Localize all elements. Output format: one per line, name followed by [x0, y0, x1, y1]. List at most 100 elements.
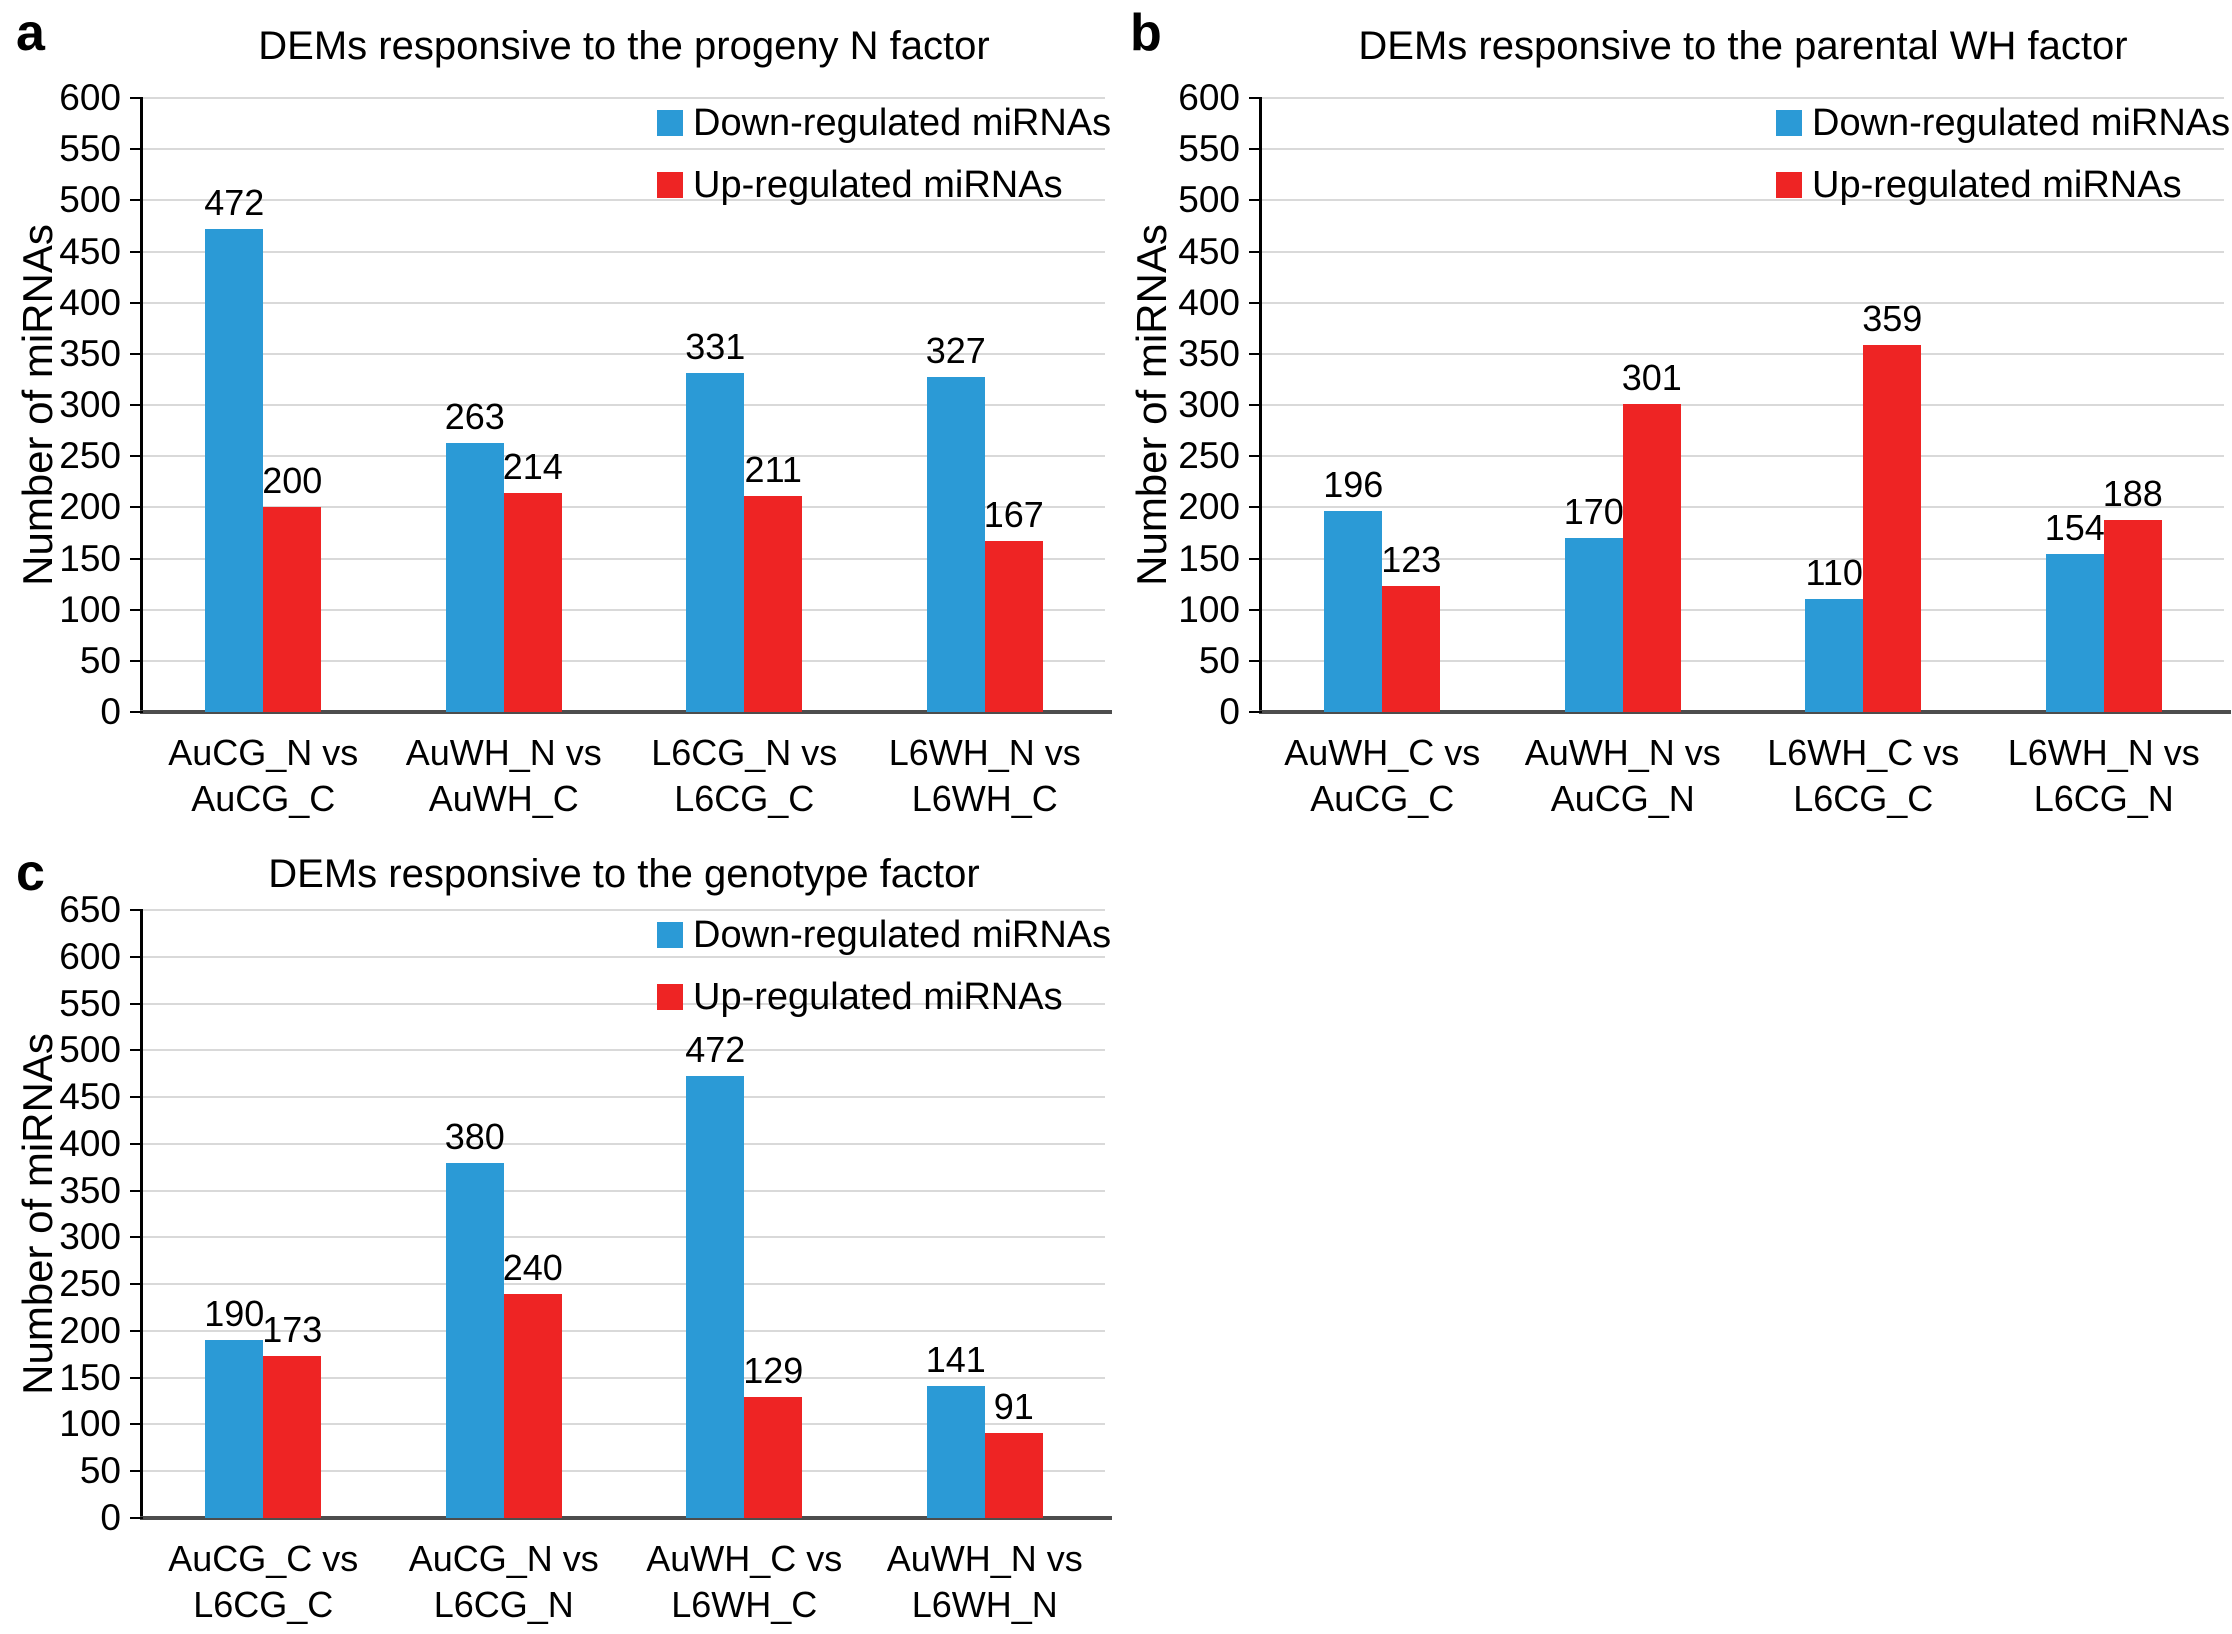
y-axis-tick: [130, 711, 143, 713]
gridline: [1262, 301, 2224, 304]
y-axis-tick: [130, 1142, 143, 1145]
panel-b: b DEMs responsive to the parental WH fac…: [1122, 6, 2232, 842]
gridline: [1262, 659, 2224, 662]
gridline: [143, 1283, 1105, 1286]
bar-up-regulated: [263, 507, 322, 712]
x-category-label: AuCG_N vs L6CG_N: [408, 1538, 599, 1625]
y-axis-tick: [130, 1096, 143, 1099]
gridline: [1262, 404, 2224, 406]
y-tick-label: 100: [1178, 588, 1240, 630]
gridline: [143, 1470, 1105, 1473]
y-axis-line: [1259, 98, 1262, 714]
x-category-label: AuWH_N vs L6WH_N: [886, 1538, 1083, 1625]
y-tick-label: 0: [100, 1497, 121, 1538]
y-axis-label: Number of miRNAs: [14, 1033, 61, 1395]
y-tick-label: 400: [59, 1122, 121, 1164]
chart-title-b: DEMs responsive to the parental WH facto…: [1358, 24, 2128, 68]
chart-title-c: DEMs responsive to the genotype factor: [268, 852, 980, 896]
y-axis-tick: [130, 1283, 143, 1286]
x-axis-line: [140, 1516, 1112, 1520]
gridline: [143, 1002, 1105, 1005]
x-category-label: AuCG_C vs L6CG_C: [168, 1538, 359, 1625]
panel-a: a DEMs responsive to the progeny N facto…: [8, 6, 1120, 842]
gridline: [143, 659, 1105, 662]
legend-swatch-down-icon: [657, 110, 683, 136]
x-category-label: L6WH_C vs L6CG_C: [1767, 732, 1960, 819]
bar-value-label: 110: [1805, 552, 1863, 594]
y-axis-tick: [1249, 199, 1262, 202]
bar-value-label: 240: [502, 1246, 563, 1288]
plot-area: 472 200 263 214 331 211 327 167 Down-regulated m…: [140, 97, 1112, 714]
gridline: [143, 97, 1105, 99]
y-tick-label: 500: [1178, 179, 1240, 221]
gridline: [143, 1049, 1105, 1052]
x-axis-line: [140, 710, 1112, 714]
bar-down-regulated: [445, 1162, 504, 1518]
legend-label: Down-regulated miRNAs: [1812, 102, 2231, 144]
gridline: [143, 352, 1105, 355]
y-tick-label: 150: [59, 1356, 121, 1398]
legend-swatch-up-icon: [657, 172, 683, 198]
y-tick-label: 150: [1178, 537, 1240, 579]
gridline: [143, 1142, 1105, 1145]
y-axis-tick: [130, 148, 143, 151]
y-tick-label: 250: [59, 1263, 121, 1305]
y-axis-tick: [130, 1236, 143, 1239]
bar-value-label: 472: [685, 1029, 746, 1071]
bar-value-label: 154: [2044, 507, 2105, 549]
gridline: [143, 301, 1105, 304]
legend-label: Down-regulated miRNAs: [693, 914, 1112, 956]
gridline: [143, 909, 1105, 911]
bar-value-label: 200: [262, 460, 323, 502]
bar-down-regulated: [1324, 511, 1383, 712]
y-axis-tick: [130, 404, 143, 406]
y-tick-label: 350: [59, 1169, 121, 1211]
panel-letter-c: c: [16, 844, 45, 902]
x-category-label: AuCG_N vs AuCG_C: [168, 732, 359, 819]
y-axis-tick: [130, 199, 143, 202]
bar-up-regulated: [503, 493, 562, 712]
bar-value-label: 190: [204, 1293, 265, 1335]
y-axis-tick: [1249, 301, 1262, 304]
y-tick-label: 0: [100, 691, 121, 732]
y-tick-label: 50: [1198, 639, 1240, 681]
bar-value-label: 214: [502, 446, 563, 487]
legend-item: Up-regulated miRNAs: [1776, 165, 2230, 205]
y-axis-tick: [130, 557, 143, 560]
y-tick-label: 500: [59, 179, 121, 221]
y-tick-label: 200: [59, 1309, 121, 1351]
y-tick-label: 0: [1219, 691, 1240, 732]
bar-value-label: 211: [744, 449, 802, 491]
gridline: [1262, 148, 2224, 151]
y-axis-tick: [130, 1049, 143, 1052]
bar-value-label: 380: [444, 1115, 505, 1157]
bar-value-label: 196: [1323, 464, 1384, 506]
x-category-label: AuWH_N vs AuWH_C: [405, 732, 602, 819]
bar-up-regulated: [1863, 344, 1922, 712]
bar-value-label: 141: [925, 1339, 986, 1381]
gridline: [143, 1376, 1105, 1379]
y-axis-tick: [1249, 506, 1262, 509]
bar-down-regulated: [205, 1340, 264, 1518]
y-tick-label: 500: [59, 1029, 121, 1071]
legend-item: Down-regulated miRNAs: [657, 103, 1111, 143]
legend-label: Down-regulated miRNAs: [693, 102, 1112, 144]
gridline: [143, 608, 1105, 611]
legend-item: Down-regulated miRNAs: [657, 915, 1111, 955]
y-axis-tick: [1249, 352, 1262, 355]
gridline: [143, 1329, 1105, 1332]
y-axis-tick: [1249, 711, 1262, 713]
bar-down-regulated: [686, 1076, 745, 1518]
y-axis-label: Number of miRNAs: [1128, 224, 1175, 586]
y-axis-tick: [130, 301, 143, 304]
gridline: [143, 557, 1105, 560]
gridline: [1262, 455, 2224, 458]
y-axis-tick: [130, 1423, 143, 1426]
gridline: [143, 1423, 1105, 1426]
panel-c: c DEMs responsive to the genotype factor…: [8, 846, 1120, 1634]
y-axis-tick: [130, 1189, 143, 1192]
y-axis-tick: [1249, 250, 1262, 253]
gridline: [1262, 352, 2224, 355]
bar-value-label: 263: [444, 395, 505, 437]
bar-down-regulated: [445, 442, 504, 712]
